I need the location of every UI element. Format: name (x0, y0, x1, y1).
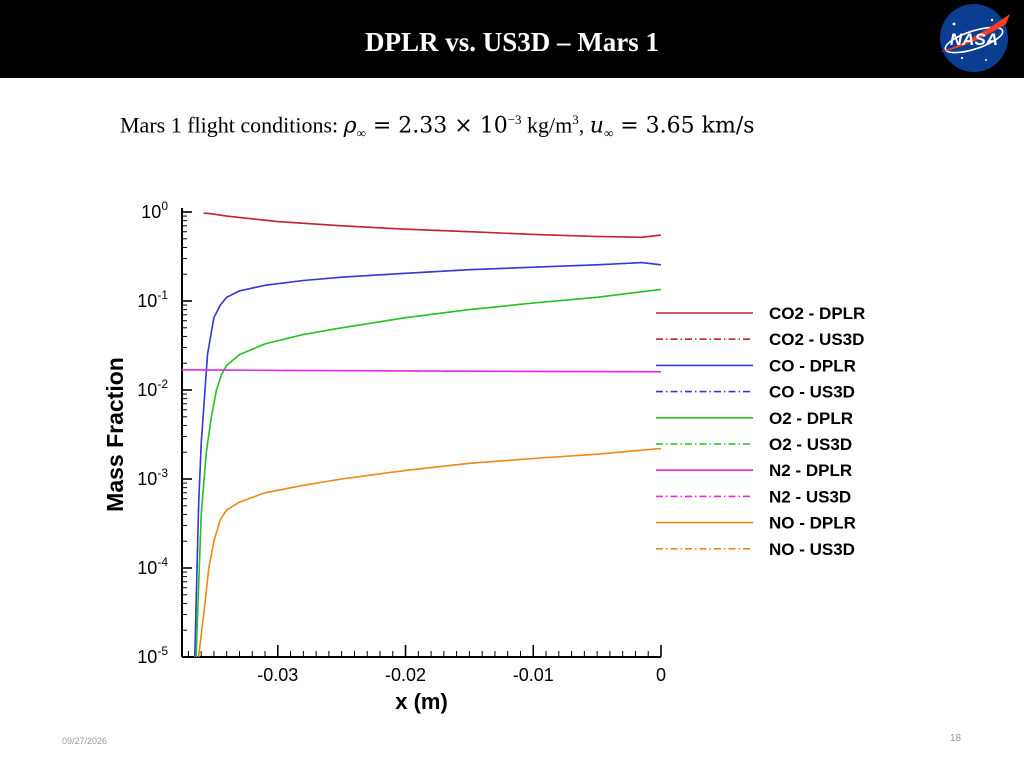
series-line-o2-us3d (195, 288, 662, 658)
legend-label: O2 - DPLR (769, 409, 853, 428)
x-tick-label: -0.02 (385, 665, 426, 685)
rho-unit: kg/m (521, 112, 573, 138)
conditions-prefix: Mars 1 flight conditions: (120, 112, 344, 138)
legend-label: CO - DPLR (769, 356, 856, 375)
nasa-logo-star (990, 18, 994, 22)
title-bar (0, 0, 1024, 78)
x-tick-label: -0.01 (513, 665, 554, 685)
flight-conditions: Mars 1 flight conditions: ρ∞ = 2.33 × 10… (120, 112, 755, 152)
conditions-separator: , (578, 112, 590, 138)
y-tick-label: 10-4 (137, 555, 168, 578)
series-line-co-dplr (194, 261, 662, 658)
footer-date: 09/27/2026 (62, 736, 108, 746)
series-line-no-dplr (197, 447, 662, 658)
legend-label: CO2 - DPLR (769, 304, 865, 323)
nasa-logo-star (985, 59, 987, 61)
rho-equals: = 2.33 × 10 (365, 113, 508, 139)
rho-exponent: −3 (507, 112, 522, 127)
series-line-co2-dplr (203, 212, 662, 239)
slide-title: DPLR vs. US3D – Mars 1 (365, 27, 659, 57)
series-line-n2-dplr (182, 369, 662, 373)
legend-label: NO - US3D (769, 540, 855, 559)
x-tick-label: -0.03 (257, 665, 298, 685)
series-line-co2-us3d (203, 212, 662, 238)
y-tick-label: 10-1 (137, 288, 168, 311)
u-equals: = 3.65 km/s (613, 113, 755, 139)
legend-label: N2 - US3D (769, 487, 851, 506)
nasa-logo-orbit (944, 26, 1004, 54)
series-line-no-us3d (197, 447, 662, 658)
legend-label: O2 - US3D (769, 435, 852, 454)
nasa-logo-wordmark: NASA (950, 30, 998, 49)
u-subscript: ∞ (603, 125, 614, 141)
nasa-logo-star (952, 22, 956, 26)
rho-symbol: ρ (343, 113, 357, 139)
legend-label: CO2 - US3D (769, 330, 864, 349)
nasa-logo-star (960, 56, 964, 60)
legend-label: CO - US3D (769, 383, 855, 402)
series-line-o2-dplr (195, 288, 662, 658)
y-axis-label: Mass Fraction (102, 357, 128, 512)
rho-subscript: ∞ (356, 125, 366, 141)
mass-fraction-chart: 10-5 10-4 10-3 10-2 10-1 100 -0.03 -0.02 -0.01 0 x… (102, 199, 865, 714)
legend-label: NO - DPLR (769, 514, 856, 533)
x-tick-label: 0 (656, 665, 666, 685)
page-number: 18 (950, 733, 962, 744)
nasa-logo: NASA (940, 4, 1010, 72)
rho-unit-exponent: 3 (572, 112, 579, 127)
y-tick-label: 10-5 (137, 644, 168, 667)
u-symbol: u (589, 113, 604, 139)
x-axis-label: x (m) (395, 689, 448, 714)
series-line-co-us3d (194, 261, 662, 658)
legend-label: N2 - DPLR (769, 461, 852, 480)
y-tick-label: 10-2 (137, 377, 168, 400)
y-tick-label: 100 (141, 199, 168, 222)
y-tick-label: 10-3 (137, 466, 168, 489)
